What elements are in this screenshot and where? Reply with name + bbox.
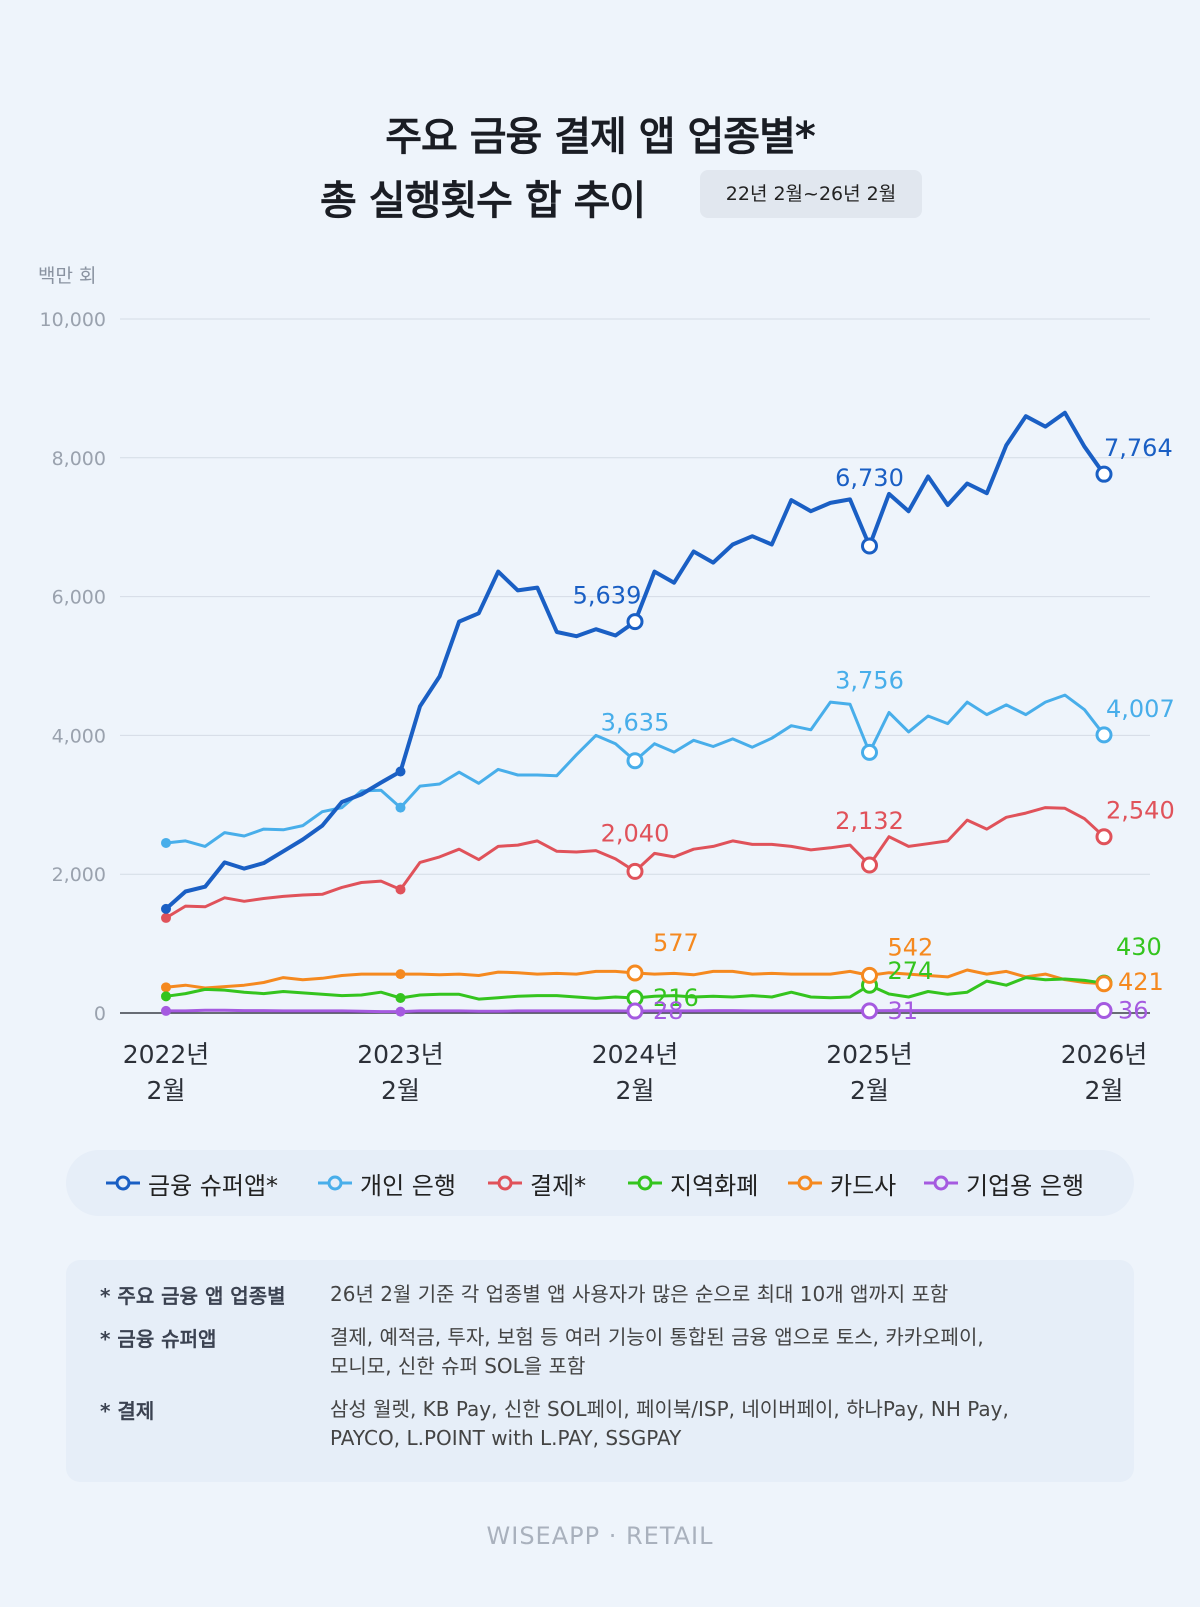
highlight-point (626, 964, 644, 982)
data-point (161, 903, 171, 914)
data-point (161, 912, 171, 923)
data-label: 31 (888, 997, 919, 1025)
legend-label: 개인 은행 (360, 1171, 456, 1200)
data-point (161, 991, 171, 1002)
highlight-point (861, 743, 878, 761)
data-label: 36 (1118, 997, 1149, 1025)
data-label: 542 (888, 933, 934, 961)
legend-item: 지역화폐 (626, 1150, 758, 1216)
y-axis-label: 백만 회 (38, 265, 96, 287)
y-tick-label: 4,000 (52, 725, 106, 747)
y-tick-label: 0 (94, 1003, 106, 1025)
legend-label: 지역화폐 (670, 1171, 759, 1200)
footnote-text: 모니모, 신한 슈퍼 SOL을 포함 (330, 1354, 586, 1378)
chart-title-line2: 총 실행횟수 합 추이 (320, 178, 646, 224)
highlight-point (1095, 465, 1113, 483)
footnote-text: PAYCO, L.POINT with L.PAY, SSGPAY (330, 1426, 682, 1450)
legend-item: 금융 슈퍼앱* (104, 1150, 278, 1216)
data-label: 6,730 (835, 464, 904, 492)
legend-item: 카드사 (786, 1150, 896, 1216)
footnote-key: * 금융 슈퍼앱 (100, 1327, 217, 1351)
highlight-point (626, 752, 644, 770)
chart-title-line1: 주요 금융 결제 앱 업종별* (385, 114, 816, 160)
x-tick-label: 2월 (1085, 1076, 1124, 1105)
footnote-text: 삼성 월렛, KB Pay, 신한 SOL페이, 페이북/ISP, 네이버페이,… (330, 1397, 1009, 1421)
x-tick-label: 2월 (381, 1076, 420, 1105)
highlight-point (861, 966, 878, 984)
footnote-text: 결제, 예적금, 투자, 보험 등 여러 기능이 통합된 금융 앱으로 토스, … (330, 1325, 984, 1349)
y-tick-label: 8,000 (52, 448, 106, 470)
data-point (395, 884, 406, 895)
x-tick-label: 2026년 (1061, 1040, 1148, 1069)
data-label: 216 (653, 984, 699, 1012)
x-tick-label: 2월 (850, 1076, 889, 1105)
data-label: 430 (1116, 933, 1162, 961)
highlight-point (1095, 726, 1113, 744)
period-badge: 22년 2월~26년 2월 (700, 170, 922, 218)
legend-marker-icon (318, 1175, 352, 1191)
x-tick-label: 2024년 (592, 1040, 679, 1069)
data-label: 3,635 (601, 709, 670, 737)
data-label: 5,639 (573, 582, 642, 610)
legend-label: 카드사 (830, 1171, 897, 1200)
data-point (161, 837, 171, 848)
highlight-point (861, 1002, 878, 1020)
highlight-point (626, 1002, 644, 1020)
data-point (395, 1006, 406, 1017)
legend-marker-icon (924, 1175, 958, 1191)
data-label: 274 (888, 957, 934, 985)
data-label: 577 (653, 929, 699, 957)
data-point (395, 766, 406, 777)
data-label: 2,040 (601, 819, 670, 847)
data-label: 421 (1118, 968, 1164, 996)
data-label: 4,007 (1106, 695, 1175, 723)
y-tick-label: 6,000 (52, 587, 106, 609)
data-label: 28 (653, 997, 684, 1025)
legend-item: 결제* (486, 1150, 586, 1216)
legend-item: 개인 은행 (316, 1150, 456, 1216)
highlight-point (1095, 975, 1113, 993)
footnote-key: * 결제 (100, 1399, 155, 1423)
highlight-point (1095, 828, 1113, 846)
data-label: 3,756 (835, 666, 904, 694)
footnote-text: 26년 2월 기준 각 업종별 앱 사용자가 많은 순으로 최대 10개 앱까지… (330, 1282, 949, 1306)
legend-marker-icon (628, 1175, 662, 1191)
legend-label: 결제* (530, 1171, 587, 1200)
brand-watermark: WISEAPP · RETAIL (486, 1522, 714, 1550)
data-point (395, 802, 406, 813)
line-chart: 백만 회 0 2,000 4,000 6,000 8,000 10,000 2022년 2월 20… (38, 265, 1175, 1105)
legend-label: 금융 슈퍼앱* (148, 1171, 279, 1200)
footnote-key: * 주요 금융 앱 업종별 (100, 1284, 286, 1308)
data-point (161, 1005, 171, 1016)
data-label: 7,764 (1104, 434, 1173, 462)
legend-item: 기업용 은행 (922, 1150, 1084, 1216)
data-point (395, 969, 406, 980)
y-tick-label: 10,000 (40, 309, 106, 331)
x-tick-label: 2월 (616, 1076, 655, 1105)
footnotes: * 주요 금융 앱 업종별 26년 2월 기준 각 업종별 앱 사용자가 많은 … (66, 1260, 1134, 1482)
data-label: 2,540 (1106, 797, 1175, 825)
legend-marker-icon (788, 1175, 822, 1191)
x-tick-label: 2022년 (123, 1040, 210, 1069)
highlight-point (626, 862, 644, 880)
y-tick-label: 2,000 (52, 864, 106, 886)
x-tick-label: 2023년 (357, 1040, 444, 1069)
highlight-point (1095, 1002, 1113, 1020)
chart-legend: 금융 슈퍼앱* 개인 은행 결제* 지역화폐 카드사 기업용 은행 (66, 1150, 1134, 1216)
legend-marker-icon (488, 1175, 522, 1191)
x-tick-label: 2월 (147, 1076, 186, 1105)
x-tick-label: 2025년 (826, 1040, 913, 1069)
legend-label: 기업용 은행 (966, 1171, 1085, 1200)
data-point (161, 982, 171, 993)
highlight-point (861, 537, 878, 555)
data-label: 2,132 (835, 807, 904, 835)
legend-marker-icon (106, 1175, 140, 1191)
data-point (395, 993, 406, 1004)
highlight-point (861, 856, 878, 874)
highlight-point (626, 613, 644, 631)
